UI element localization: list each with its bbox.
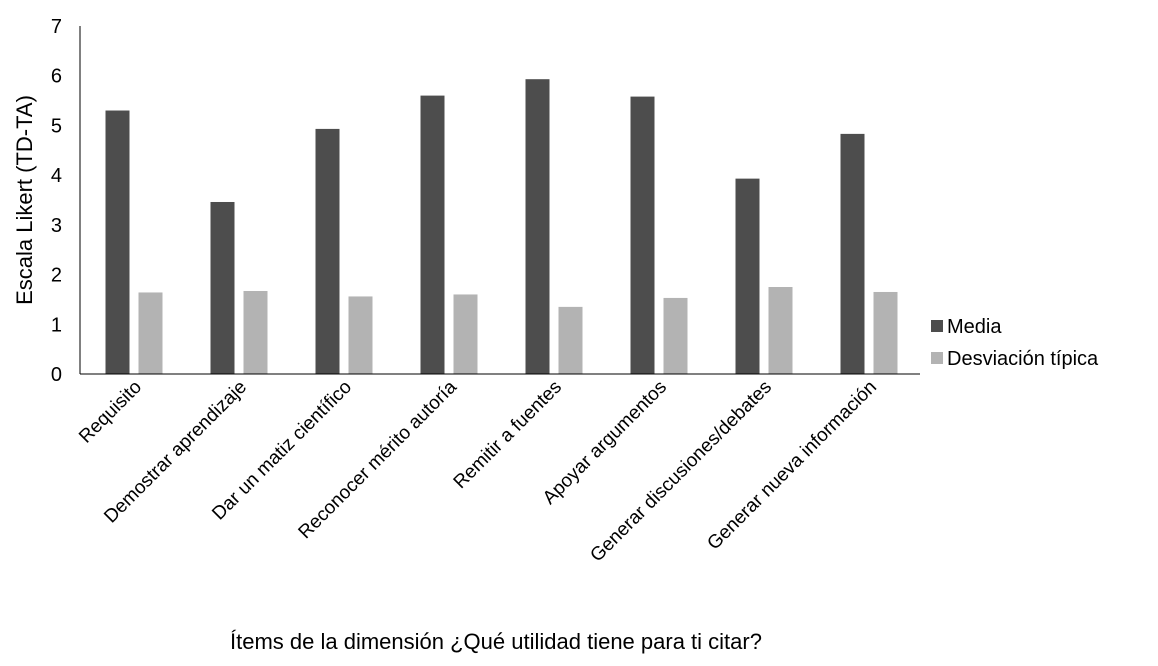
bar-media-6 (630, 96, 655, 374)
bar-desviacion-6 (663, 297, 688, 374)
x-category-label: Remitir a fuentes (450, 377, 566, 493)
legend-label-desviacion: Desviación típica (947, 348, 1099, 370)
bar-media-7 (735, 178, 760, 374)
y-axis-title: Escala Likert (TD-TA) (12, 95, 37, 305)
bar-desviacion-8 (873, 291, 898, 374)
legend-label-media: Media (947, 316, 1002, 338)
bar-media-4 (420, 95, 445, 374)
y-tick-label: 7 (51, 16, 62, 38)
legend-swatch-desviacion (931, 352, 943, 364)
x-category-label: Requisito (75, 377, 146, 448)
bar-media-8 (840, 133, 865, 374)
y-tick-label: 4 (51, 165, 62, 187)
y-tick-label: 5 (51, 115, 62, 137)
y-tick-label: 0 (51, 364, 62, 386)
bar-desviacion-2 (243, 290, 268, 374)
bar-media-2 (210, 201, 235, 374)
y-tick-label: 6 (51, 66, 62, 88)
bar-desviacion-1 (138, 292, 163, 374)
y-tick-label: 1 (51, 314, 62, 336)
legend: Media Desviación típica (931, 316, 1099, 370)
bar-desviacion-5 (558, 306, 583, 374)
x-category-label: Generar discusiones/debates (586, 377, 776, 567)
y-tick-labels: 0 1 2 3 4 5 6 7 (51, 16, 62, 386)
bars-group (105, 79, 898, 375)
x-category-label: Generar nueva información (703, 377, 881, 555)
bar-media-3 (315, 128, 340, 374)
bar-media-5 (525, 79, 550, 375)
bar-desviacion-4 (453, 294, 478, 374)
y-tick-label: 2 (51, 265, 62, 287)
bar-desviacion-3 (348, 296, 373, 374)
bar-desviacion-7 (768, 287, 793, 374)
legend-swatch-media (931, 320, 943, 332)
y-tick-label: 3 (51, 215, 62, 237)
x-axis-title: Ítems de la dimensión ¿Qué utilidad tien… (230, 629, 762, 654)
bar-media-1 (105, 110, 130, 374)
